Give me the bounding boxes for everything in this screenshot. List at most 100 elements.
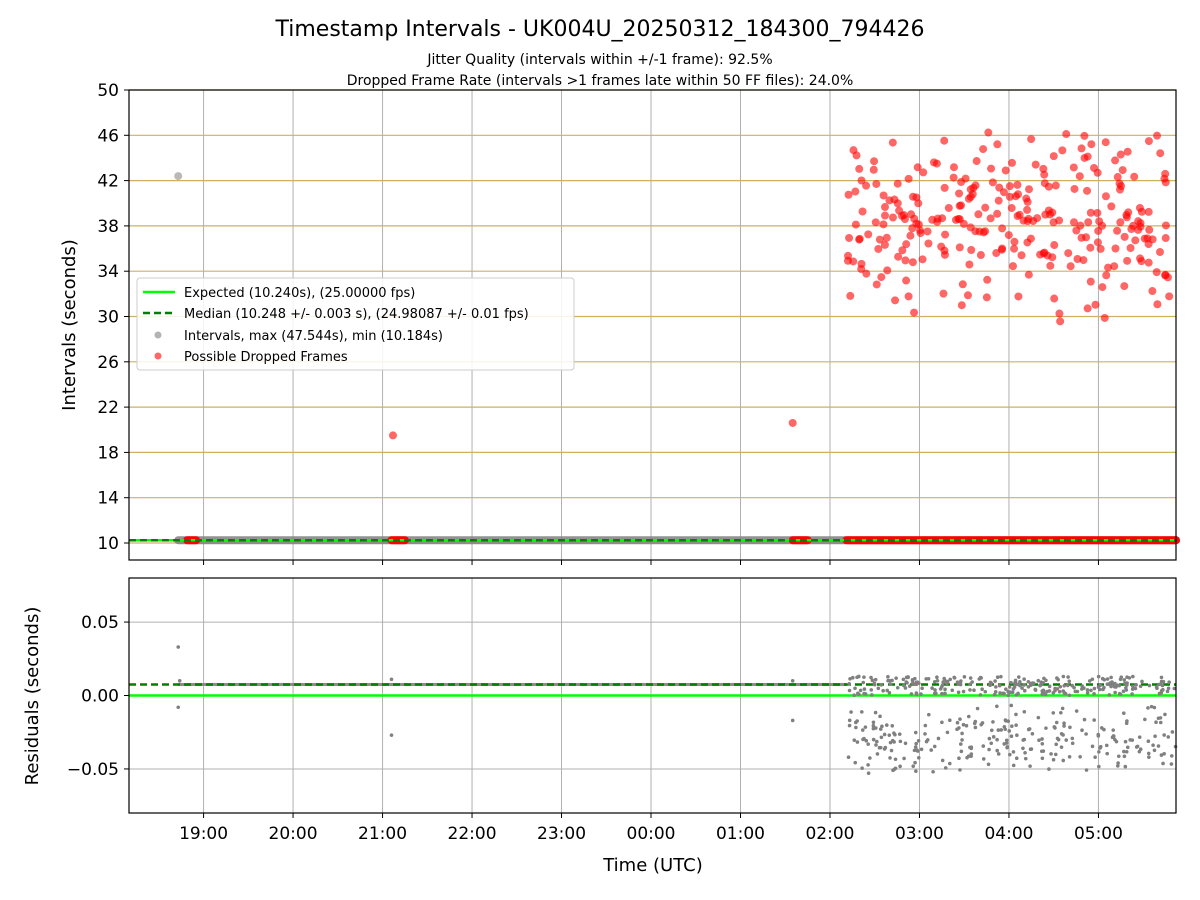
dropped-frame-point (955, 189, 964, 198)
residual-point (1143, 717, 1147, 722)
residual-point (1093, 755, 1097, 759)
residual-point (862, 675, 866, 679)
residual-point (1066, 675, 1070, 679)
residual-point (1073, 689, 1078, 694)
residual-point (1033, 687, 1038, 692)
residual-point (849, 710, 853, 714)
residual-point (1037, 738, 1041, 743)
residual-point (1070, 741, 1075, 746)
residual-point (1092, 718, 1096, 722)
residual-point (1049, 752, 1053, 756)
residual-point (972, 721, 977, 726)
residual-point (1089, 688, 1093, 693)
residual-point (1140, 679, 1144, 684)
residual-point (914, 769, 918, 774)
residual-point (913, 730, 918, 735)
residual-point (991, 735, 996, 739)
residual-point (958, 717, 962, 721)
residual-point (980, 721, 985, 725)
residual-point (855, 740, 860, 744)
dropped-frame-point (912, 193, 921, 202)
dropped-frame-point (1129, 221, 1138, 230)
dropped-frame-point (1036, 250, 1045, 259)
residual-point (876, 686, 881, 691)
residual-point (1162, 751, 1166, 756)
residual-point (961, 689, 966, 694)
dropped-frame-point (1093, 238, 1102, 247)
residual-point (1047, 767, 1051, 771)
residual-point (1107, 682, 1111, 686)
interval-point (174, 172, 183, 181)
residual-point (957, 756, 961, 761)
dropped-frame-point (1096, 244, 1105, 253)
residual-point (871, 726, 876, 731)
dropped-frame-point (1091, 300, 1100, 309)
dropped-frame-point (1113, 173, 1122, 182)
residual-point (983, 689, 988, 694)
residual-point (1090, 677, 1095, 682)
residual-point (1015, 682, 1020, 687)
dropped-frame-point (1120, 282, 1129, 291)
dropped-frame-point (904, 174, 913, 183)
residual-point (1040, 737, 1044, 741)
dropped-frame-point (1130, 172, 1139, 181)
dropped-frame-point (1008, 262, 1017, 271)
residual-point (1166, 686, 1171, 691)
dropped-frame-point (1014, 292, 1023, 301)
dropped-frame-point (1136, 219, 1145, 228)
residual-point (863, 725, 868, 729)
dropped-frame-point (1025, 185, 1034, 194)
dropped-frame-point (1027, 135, 1036, 144)
dropped-frame-point (898, 246, 907, 255)
dropped-frame-point (906, 231, 915, 240)
residual-point (986, 762, 991, 767)
residual-point (1007, 752, 1012, 757)
dropped-frame-point (1087, 140, 1096, 149)
dropped-frame-point (1077, 144, 1086, 153)
dropped-frame-point (929, 158, 938, 167)
residual-point (1105, 677, 1110, 681)
residual-point (1159, 753, 1164, 757)
residual-point (1096, 685, 1101, 689)
residual-point (1092, 691, 1096, 696)
residual-point (1104, 743, 1109, 748)
x-tick-label: 00:00 (627, 824, 676, 844)
residual-point (1055, 676, 1059, 680)
dropped-frame-point (1086, 243, 1095, 252)
residual-point (1006, 693, 1011, 698)
residual-point (1119, 675, 1124, 679)
residual-point (1041, 680, 1045, 685)
residual-point (1159, 679, 1164, 684)
residual-point (998, 691, 1002, 695)
residual-point (923, 732, 927, 736)
residual-point (1023, 756, 1028, 761)
dropped-frame-point (845, 233, 854, 242)
residual-point (884, 723, 889, 727)
residual-point (958, 768, 962, 772)
residual-point (878, 714, 882, 719)
intervals-y-tick-label: 22 (97, 398, 119, 418)
residual-point (932, 744, 937, 749)
residual-point (1123, 764, 1128, 769)
dropped-frame-point (879, 220, 888, 229)
intervals-y-tick-label: 34 (97, 262, 119, 282)
residual-point (1004, 738, 1009, 743)
residual-point (1007, 729, 1012, 733)
dropped-frame-point (1024, 270, 1033, 279)
dropped-frame-point (957, 201, 966, 210)
residual-point (962, 675, 967, 679)
dropped-frame-point (908, 258, 917, 267)
dropped-frame-point (1050, 241, 1059, 250)
residual-point (1123, 681, 1127, 686)
dropped-frame-point (998, 224, 1007, 233)
dropped-frame-point (986, 214, 995, 223)
residual-point (1010, 724, 1014, 729)
x-tick-label: 02:00 (805, 824, 854, 844)
dropped-frame-point (1086, 277, 1095, 286)
dropped-frame-point (855, 164, 864, 173)
residual-point (970, 680, 974, 684)
residual-point (863, 692, 868, 696)
dropped-frame-point (1069, 218, 1078, 227)
residual-point (1078, 754, 1082, 759)
residual-point (916, 738, 921, 743)
